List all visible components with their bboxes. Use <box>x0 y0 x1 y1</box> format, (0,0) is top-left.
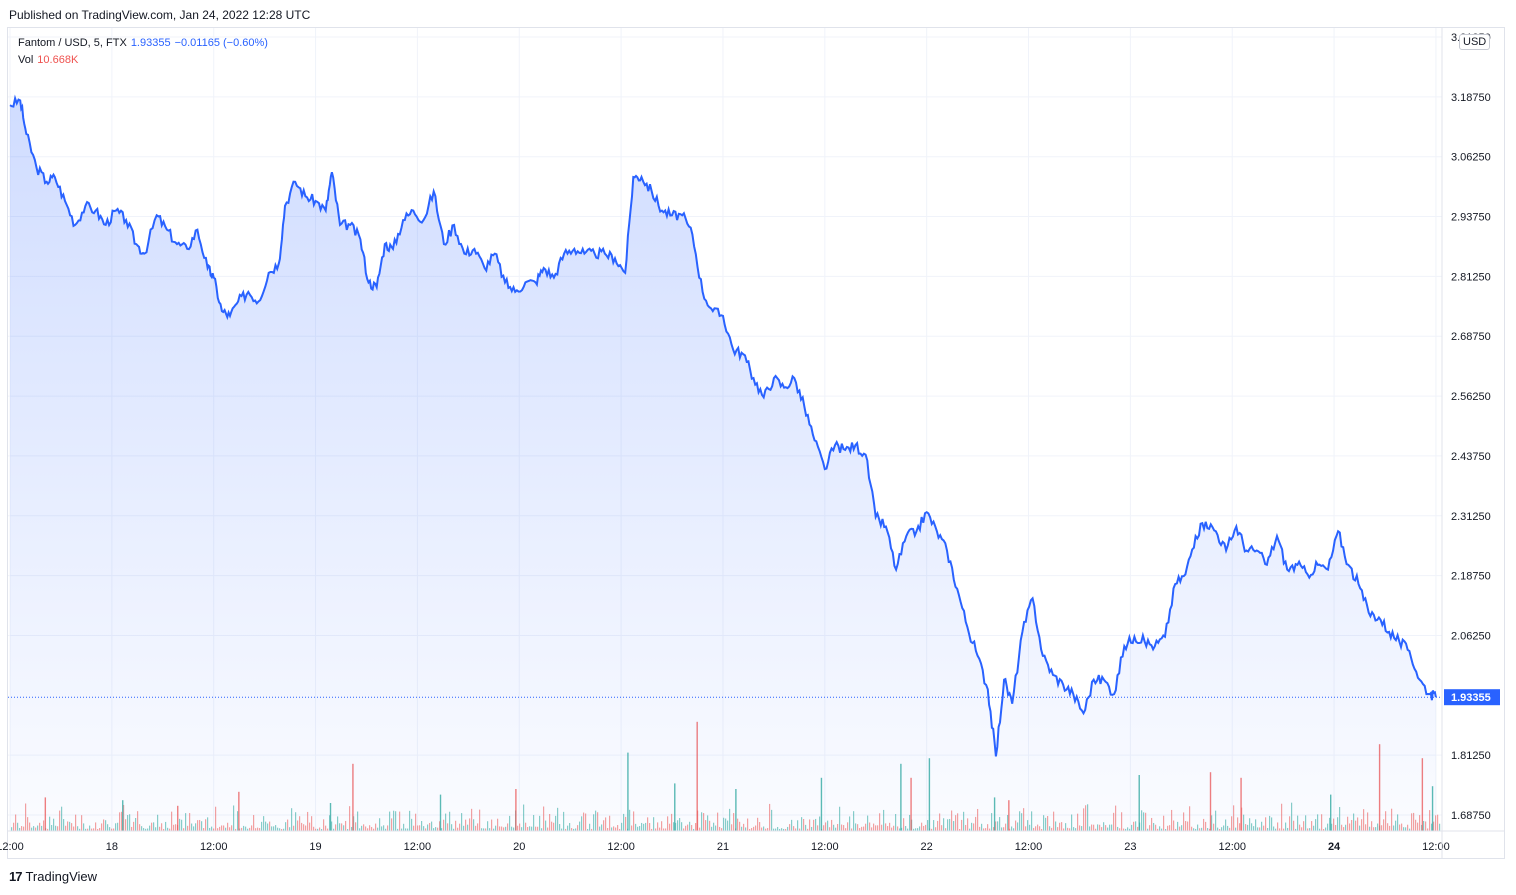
chart-legend: Fantom / USD, 5, FTX 1.93355 −0.01165 (−0.… <box>18 35 268 69</box>
y-tick-label: 3.18750 <box>1451 92 1491 104</box>
symbol-row: Fantom / USD, 5, FTX 1.93355 −0.01165 (−0.… <box>18 35 268 52</box>
volume-row: Vol 10.668K <box>18 52 268 69</box>
price-area <box>10 98 1436 832</box>
price-change: −0.01165 (−0.60%) <box>174 37 268 49</box>
published-caption: Published on TradingView.com, Jan 24, 20… <box>9 8 311 22</box>
last-price-label: 1.93355 <box>1451 692 1491 704</box>
x-tick-label: 12:00 <box>811 841 839 853</box>
last-price: 1.93355 <box>130 37 171 49</box>
brand-name: TradingView <box>25 869 98 884</box>
x-tick-label: 12:00 <box>1015 841 1043 853</box>
tradingview-logo-icon: 17 <box>9 869 23 884</box>
chart-frame <box>7 27 1505 859</box>
y-tick-label: 2.18750 <box>1451 571 1491 583</box>
y-tick-label: 2.56250 <box>1451 391 1491 403</box>
x-tick-label: 20 <box>513 841 525 853</box>
price-axis[interactable]: 3.312503.187503.062502.937502.812502.687… <box>1444 32 1500 822</box>
x-tick-label: 12:00 <box>1218 841 1246 853</box>
time-axis[interactable]: 12:00 18 12:00 19 12:00 20 12:00 21 12:00 22 12:00… <box>0 841 1450 853</box>
y-tick-label: 2.06250 <box>1451 630 1491 642</box>
symbol-title[interactable]: Fantom / USD, 5, FTX <box>18 37 127 49</box>
x-tick-label: 19 <box>309 841 321 853</box>
x-tick-label: 12:00 <box>404 841 432 853</box>
volume-bar <box>1439 823 1441 831</box>
volume-bar <box>1437 814 1439 831</box>
y-tick-label: 2.43750 <box>1451 451 1491 463</box>
x-tick-label: 21 <box>717 841 729 853</box>
x-tick-label: 12:00 <box>200 841 228 853</box>
volume-value: 10.668K <box>37 54 79 66</box>
x-tick-label: 24 <box>1328 841 1341 853</box>
x-tick-label: 18 <box>106 841 118 853</box>
tradingview-footer[interactable]: 17 TradingView <box>9 869 97 884</box>
currency-badge[interactable]: USD <box>1459 34 1491 50</box>
x-tick-label: 23 <box>1124 841 1136 853</box>
volume-label[interactable]: Vol <box>18 54 34 66</box>
x-tick-label: 22 <box>921 841 933 853</box>
x-tick-label: 12:00 <box>0 841 24 853</box>
last-price-tag <box>1444 689 1500 706</box>
y-tick-label: 1.68750 <box>1451 810 1491 822</box>
x-tick-label: 12:00 <box>607 841 635 853</box>
y-tick-label: 1.81250 <box>1451 750 1491 762</box>
y-tick-label: 2.81250 <box>1451 271 1491 283</box>
price-line <box>9 94 1437 757</box>
y-tick-label: 2.93750 <box>1451 212 1491 224</box>
y-tick-label: 2.68750 <box>1451 331 1491 343</box>
y-tick-label: 2.31250 <box>1451 511 1491 523</box>
x-tick-label: 12:00 <box>1422 841 1450 853</box>
y-tick-label: 3.06250 <box>1451 152 1491 164</box>
